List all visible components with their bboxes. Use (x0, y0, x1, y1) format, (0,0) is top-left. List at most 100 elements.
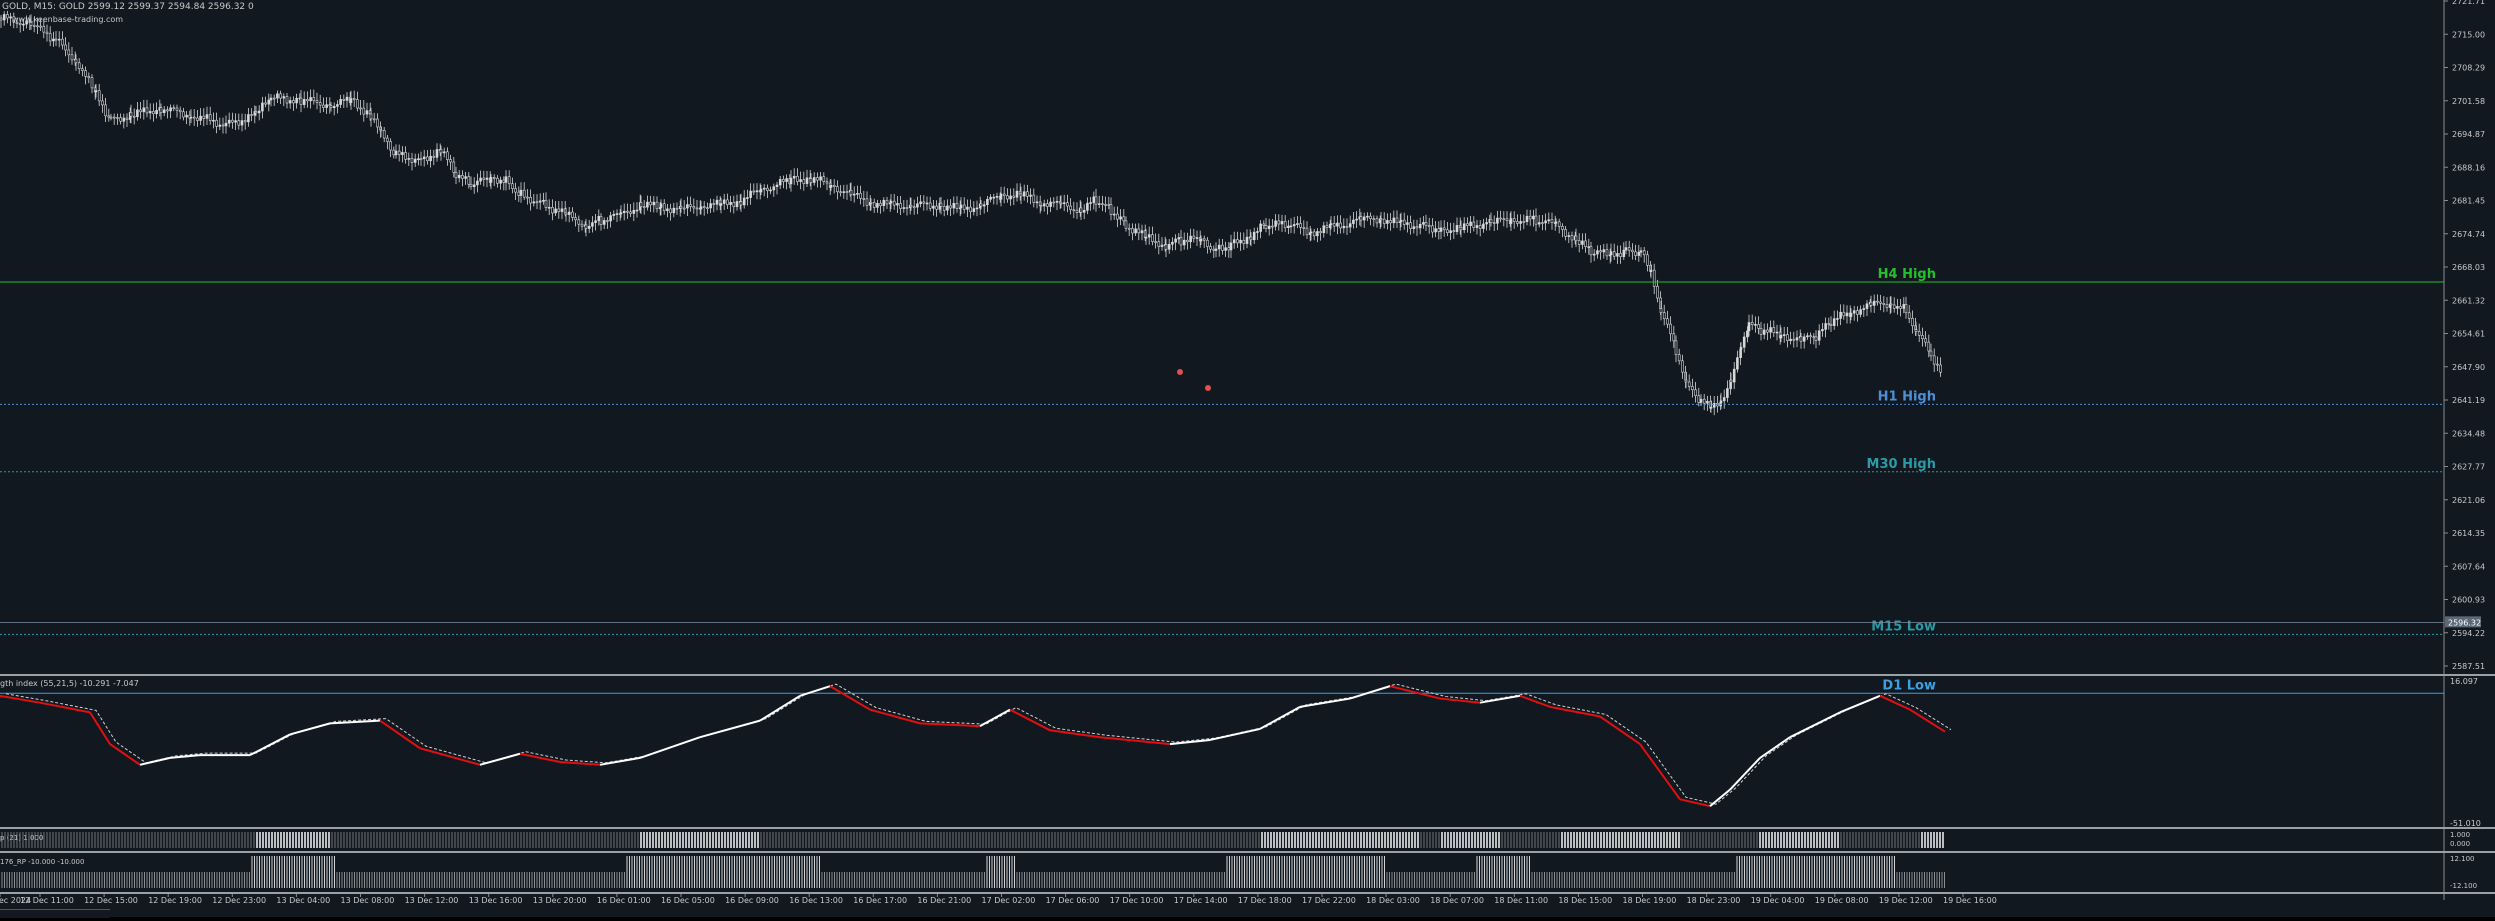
candle-body (112, 116, 116, 119)
candle-body (909, 204, 913, 208)
strength-index-panel[interactable]: gth index (55,21,5) -10.291 -7.047 16.097… (0, 677, 2481, 828)
candle-body (1469, 221, 1472, 226)
candle-body (1904, 304, 1908, 314)
candle-body (215, 119, 218, 127)
strength-line-segment (699, 719, 761, 739)
candle-body (1069, 205, 1072, 211)
candle-body (902, 207, 906, 209)
candle-body (1256, 231, 1259, 233)
candle-body (622, 210, 626, 214)
candle-body (989, 196, 992, 200)
candle-body (1836, 318, 1839, 320)
candle-body (1336, 222, 1339, 227)
candle-body (22, 23, 25, 26)
candle-body (1911, 318, 1914, 327)
candle-body (1865, 303, 1869, 309)
hist1-axis-bottom: 0.000 (2450, 840, 2470, 848)
candle-body (1478, 225, 1482, 229)
watermark-text: www.keenbase-trading.com (12, 15, 123, 24)
candle-body (972, 208, 976, 212)
candle-body (1902, 304, 1906, 309)
candle-body (535, 201, 539, 204)
candle-body (342, 99, 346, 101)
candle-body (746, 197, 749, 199)
candle-body (231, 119, 234, 123)
candle-body (0, 17, 3, 21)
candle-body (749, 190, 752, 198)
strength-line-segment (1169, 738, 1211, 746)
candle-body (542, 199, 545, 202)
candle-body (1482, 223, 1485, 229)
candle-body (224, 122, 228, 127)
candle-body (410, 158, 414, 163)
candle-body (802, 179, 806, 184)
candle-body (812, 177, 816, 183)
candle-body (916, 203, 919, 208)
candle-body (2, 14, 6, 21)
candle-body (574, 217, 577, 221)
histogram-panel-2[interactable]: 176_RP -10.000 -10.000 12.100 -12.100 (0, 855, 2477, 890)
strength-line-segment (759, 694, 801, 722)
candle-body (1455, 225, 1459, 233)
candle-body (1642, 250, 1646, 256)
candle-body (1446, 229, 1449, 233)
time-tick-label: 17 Dec 02:00 (982, 896, 1036, 905)
strength-line-segment (1439, 697, 1481, 704)
current-price-box (2445, 616, 2481, 628)
candle-body (1719, 400, 1723, 403)
candle-body (1799, 336, 1803, 342)
candle-body (796, 175, 799, 182)
candle-body (1499, 217, 1502, 220)
time-tick-label: 12 Dec 23:00 (212, 896, 266, 905)
chart-tab[interactable] (0, 909, 110, 918)
candle-body (839, 191, 842, 194)
candle-body (1009, 195, 1012, 200)
candle-body (1059, 202, 1063, 205)
candle-body (81, 68, 84, 71)
candle-body (1386, 220, 1389, 224)
candle-body (726, 199, 729, 205)
candle-body (57, 38, 61, 41)
candle-body (205, 114, 209, 119)
candle-body (1596, 250, 1599, 255)
candle-body (999, 193, 1003, 200)
candle-body (469, 183, 473, 187)
time-tick-label: 16 Dec 21:00 (917, 896, 971, 905)
candle-body (1452, 230, 1456, 233)
price-tick-label: 2681.45 (2452, 197, 2485, 206)
candle-body (719, 203, 723, 206)
candle-body (602, 220, 606, 225)
candle-body (1599, 250, 1602, 253)
candle-body (1195, 237, 1199, 239)
price-panel[interactable] (0, 10, 1942, 416)
candle-body (1842, 311, 1846, 317)
candle-body (1646, 254, 1649, 266)
candle-body (1537, 222, 1541, 225)
candle-body (87, 76, 91, 78)
candle-body (1729, 379, 1733, 383)
candle-body (1280, 221, 1284, 225)
candle-body (254, 111, 258, 114)
candle-body (54, 38, 58, 41)
candle-body (1475, 225, 1479, 228)
candle-body (1936, 363, 1939, 366)
candle-body (1672, 333, 1676, 342)
candle-body (1739, 346, 1743, 350)
candle-body (1570, 235, 1574, 241)
candle-body (1189, 235, 1192, 243)
price-tick-label: 2614.35 (2452, 529, 2485, 538)
candle-body (819, 176, 822, 181)
candle-body (1427, 225, 1431, 227)
candle-body (1687, 381, 1691, 387)
time-tick-label: 18 Dec 07:00 (1430, 896, 1484, 905)
candle-body (1224, 247, 1227, 251)
time-tick-label: 13 Dec 08:00 (341, 896, 395, 905)
candle-body (599, 216, 603, 225)
candle-body (1086, 202, 1089, 211)
candle-body (597, 216, 601, 221)
candle-body (386, 137, 389, 142)
candle-body (769, 189, 772, 192)
